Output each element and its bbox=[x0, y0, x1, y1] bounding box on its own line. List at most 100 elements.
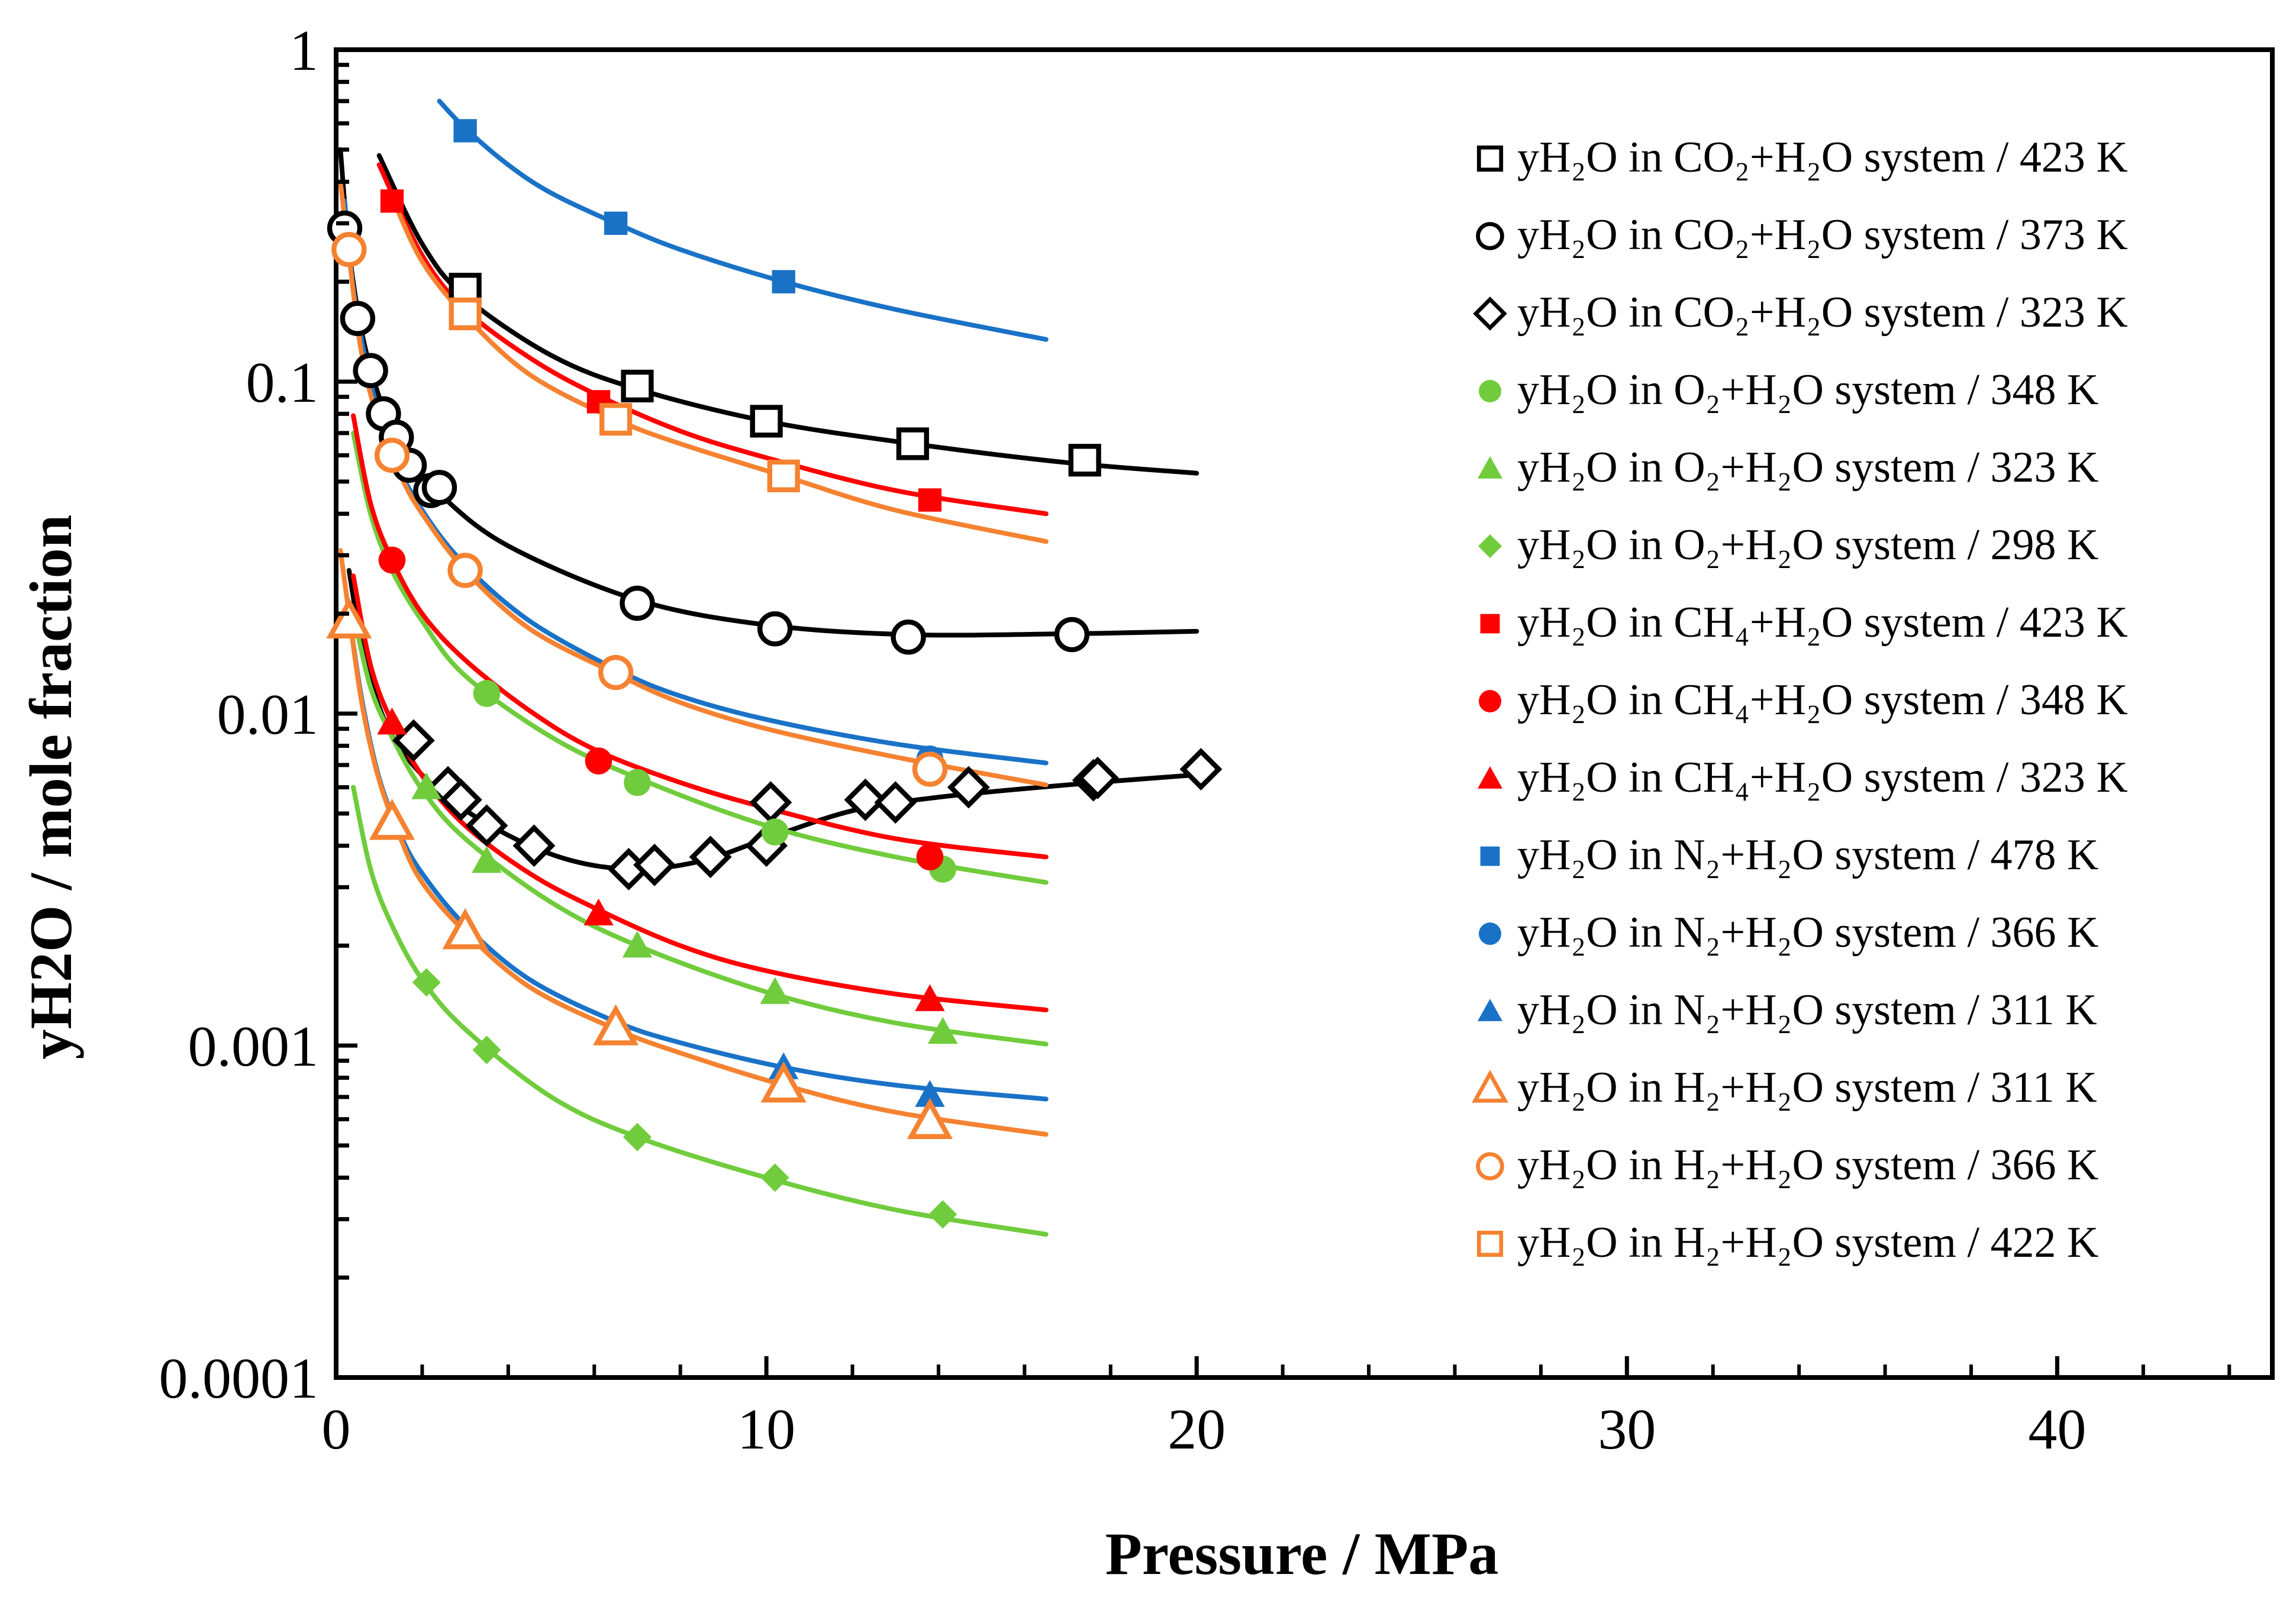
point-yh-o-in-co-h-o-system-323-k bbox=[465, 804, 508, 847]
point-yh-o-in-n-h-o-system-311-k bbox=[915, 1080, 945, 1107]
legend-label: yH₂O in H₂+H₂O system / 366 K bbox=[1517, 1141, 2098, 1189]
y-tick-label: 0.01 bbox=[217, 683, 319, 747]
x-tick-label: 0 bbox=[322, 1398, 351, 1462]
point-yh-o-in-h-h-o-system-311-k bbox=[907, 1098, 953, 1139]
legend-label: yH₂O in N₂+H₂O system / 478 K bbox=[1517, 831, 2098, 879]
legend-marker bbox=[1476, 1152, 1504, 1180]
legend-marker bbox=[1472, 1069, 1508, 1103]
point-yh-o-in-h-h-o-system-366-k bbox=[912, 751, 948, 787]
legend: yH₂O in CO₂+H₂O system / 423 K yH₂O in CO… bbox=[1472, 133, 2128, 1267]
plot-area bbox=[334, 47, 2275, 1380]
legend-marker bbox=[1478, 766, 1502, 789]
point-yh-o-in-co-h-o-system-423-k bbox=[1068, 444, 1101, 477]
legend-marker bbox=[1479, 380, 1501, 402]
legend-marker bbox=[1478, 534, 1502, 558]
point-yh-o-in-co-h-o-system-323-k bbox=[633, 843, 676, 886]
legend-marker bbox=[1479, 922, 1501, 945]
y-tick-label: 0.1 bbox=[246, 351, 319, 415]
legend-label: yH₂O in CH₄+H₂O system / 323 K bbox=[1517, 753, 2128, 802]
legend-marker bbox=[1480, 614, 1500, 634]
point-yh-o-in-h-h-o-system-311-k bbox=[592, 1004, 639, 1046]
point-yh-o-in-co-h-o-system-323-k bbox=[689, 836, 732, 879]
point-yh-o-in-h-h-o-system-422-k bbox=[767, 459, 800, 492]
point-yh-o-in-co-h-o-system-373-k bbox=[421, 470, 457, 505]
point-yh-o-in-o-h-o-system-348-k bbox=[473, 680, 501, 707]
curve-yh-o-in-n-h-o-system-478-k bbox=[437, 98, 1049, 342]
point-yh-o-in-co-h-o-system-323-k bbox=[844, 778, 887, 821]
legend-label: yH₂O in H₂+H₂O system / 311 K bbox=[1517, 1063, 2097, 1112]
point-yh-o-in-ch-h-o-system-348-k bbox=[585, 747, 612, 775]
point-yh-o-in-o-h-o-system-298-k bbox=[760, 1163, 789, 1192]
point-yh-o-in-o-h-o-system-348-k bbox=[624, 769, 651, 796]
legend-label: yH₂O in O₂+H₂O system / 298 K bbox=[1517, 521, 2098, 569]
point-yh-o-in-co-h-o-system-423-k bbox=[621, 369, 654, 403]
point-yh-o-in-o-h-o-system-323-k bbox=[411, 772, 441, 799]
point-yh-o-in-co-h-o-system-373-k bbox=[620, 585, 655, 621]
legend-label: yH₂O in CH₄+H₂O system / 423 K bbox=[1517, 598, 2128, 647]
curve-yh-o-in-h-h-o-system-422-k bbox=[389, 194, 1049, 544]
x-tick-label: 30 bbox=[1598, 1398, 1656, 1462]
legend-label: yH₂O in N₂+H₂O system / 366 K bbox=[1517, 908, 2098, 957]
point-yh-o-in-co-h-o-system-323-k bbox=[512, 824, 556, 867]
point-yh-o-in-co-h-o-system-423-k bbox=[750, 405, 783, 438]
point-yh-o-in-o-h-o-system-298-k bbox=[623, 1122, 652, 1151]
legend-label: yH₂O in N₂+H₂O system / 311 K bbox=[1517, 986, 2097, 1034]
point-yh-o-in-o-h-o-system-298-k bbox=[412, 968, 441, 997]
y-axis-title: yH2O / mole fraction bbox=[18, 515, 85, 1060]
point-yh-o-in-co-h-o-system-423-k bbox=[896, 427, 929, 460]
point-yh-o-in-h-h-o-system-311-k bbox=[760, 1061, 807, 1103]
point-yh-o-in-co-h-o-system-373-k bbox=[891, 620, 926, 655]
point-yh-o-in-o-h-o-system-298-k bbox=[928, 1200, 957, 1229]
point-yh-o-in-h-h-o-system-366-k bbox=[331, 232, 367, 267]
point-yh-o-in-h-h-o-system-422-k bbox=[449, 297, 482, 331]
y-tick-label: 0.0001 bbox=[159, 1347, 319, 1411]
point-yh-o-in-co-h-o-system-323-k bbox=[1179, 748, 1223, 791]
point-yh-o-in-co-h-o-system-373-k bbox=[757, 611, 793, 647]
curve-yh-o-in-h-h-o-system-311-k bbox=[338, 548, 1049, 1137]
curve-yh-o-in-o-h-o-system-298-k bbox=[351, 785, 1049, 1237]
x-tick-label: 20 bbox=[1168, 1398, 1226, 1462]
legend-marker bbox=[1478, 999, 1502, 1021]
x-tick-label: 10 bbox=[737, 1398, 795, 1462]
point-yh-o-in-n-h-o-system-478-k bbox=[604, 211, 628, 236]
legend-label: yH₂O in CO₂+H₂O system / 423 K bbox=[1517, 133, 2128, 182]
point-yh-o-in-co-h-o-system-323-k bbox=[439, 778, 482, 821]
legend-marker bbox=[1476, 145, 1504, 172]
point-yh-o-in-h-h-o-system-311-k bbox=[326, 597, 372, 639]
legend-marker bbox=[1479, 690, 1501, 712]
point-yh-o-in-ch-h-o-system-323-k bbox=[377, 707, 407, 735]
point-yh-o-in-o-h-o-system-323-k bbox=[472, 846, 502, 873]
point-yh-o-in-o-h-o-system-323-k bbox=[928, 1017, 958, 1044]
point-yh-o-in-n-h-o-system-478-k bbox=[772, 270, 795, 293]
data-markers bbox=[326, 119, 1223, 1229]
point-yh-o-in-co-h-o-system-323-k bbox=[874, 781, 917, 824]
legend-marker bbox=[1480, 846, 1500, 866]
legend-label: yH₂O in CH₄+H₂O system / 348 K bbox=[1517, 676, 2128, 724]
point-yh-o-in-co-h-o-system-373-k bbox=[340, 301, 376, 336]
curve-yh-o-in-ch-h-o-system-323-k bbox=[351, 573, 1049, 1012]
legend-label: yH₂O in O₂+H₂O system / 323 K bbox=[1517, 443, 2098, 492]
y-tick-label: 1 bbox=[289, 19, 318, 83]
point-yh-o-in-co-h-o-system-323-k bbox=[947, 766, 990, 809]
curve-yh-o-in-co-h-o-system-423-k bbox=[376, 153, 1199, 476]
y-tick-label: 0.001 bbox=[188, 1015, 319, 1079]
point-yh-o-in-o-h-o-system-323-k bbox=[760, 977, 790, 1004]
point-yh-o-in-h-h-o-system-311-k bbox=[369, 798, 415, 840]
point-yh-o-in-ch-h-o-system-323-k bbox=[915, 984, 945, 1011]
legend-label: yH₂O in H₂+H₂O system / 422 K bbox=[1517, 1218, 2098, 1267]
point-yh-o-in-h-h-o-system-366-k bbox=[598, 654, 634, 691]
legend-marker bbox=[1473, 296, 1507, 331]
x-axis-title: Pressure / MPa bbox=[1105, 1521, 1499, 1588]
point-yh-o-in-co-h-o-system-373-k bbox=[1054, 617, 1090, 653]
point-yh-o-in-o-h-o-system-298-k bbox=[472, 1036, 501, 1064]
point-yh-o-in-co-h-o-system-373-k bbox=[353, 353, 388, 388]
plot-frame bbox=[334, 47, 2275, 1380]
point-yh-o-in-ch-h-o-system-423-k bbox=[380, 189, 404, 213]
point-yh-o-in-o-h-o-system-348-k bbox=[761, 818, 789, 846]
point-yh-o-in-co-h-o-system-323-k bbox=[1076, 756, 1119, 799]
x-tick-label: 40 bbox=[2028, 1398, 2086, 1462]
point-yh-o-in-h-h-o-system-311-k bbox=[442, 908, 488, 950]
legend-label: yH₂O in CO₂+H₂O system / 373 K bbox=[1517, 211, 2128, 259]
point-yh-o-in-h-h-o-system-366-k bbox=[374, 437, 410, 473]
